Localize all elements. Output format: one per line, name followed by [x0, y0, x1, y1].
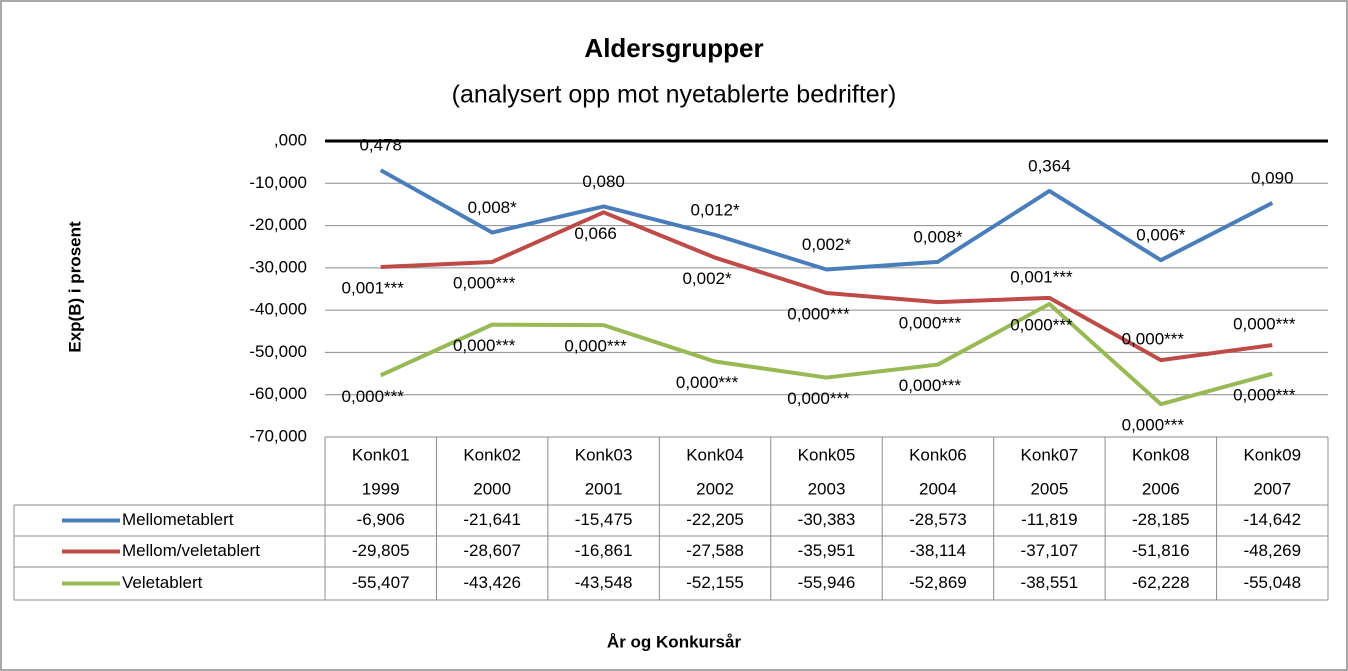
- point-label: 0,000***: [787, 305, 850, 324]
- table-cell: -11,819: [1021, 510, 1077, 529]
- y-axis-label: Exp(B) i prosent: [65, 221, 84, 353]
- table-cell: -43,426: [463, 573, 521, 592]
- table-cell: -51,816: [1132, 541, 1190, 560]
- point-label: 0,008*: [913, 227, 963, 246]
- x-tick-label: Konk02: [463, 445, 521, 464]
- point-label: 0,000***: [564, 337, 627, 356]
- legend-label: Mellom/veletablert: [122, 541, 260, 560]
- point-label: 0,001***: [1010, 267, 1073, 286]
- table-cell: -55,407: [352, 573, 410, 592]
- table-cell: -15,475: [575, 510, 633, 529]
- y-tick-label: ,000: [274, 130, 307, 149]
- y-tick-label: -70,000: [249, 426, 307, 445]
- table-cell: -30,383: [798, 510, 856, 529]
- table-cell: -27,588: [686, 541, 744, 560]
- table-cell: -28,573: [909, 510, 967, 529]
- series-line: [380, 210, 1273, 363]
- point-label: 0,000***: [899, 314, 962, 333]
- chart-title: Aldersgrupper: [584, 33, 763, 63]
- legend-label: Veletablert: [122, 573, 203, 592]
- point-label: 0,001***: [342, 279, 405, 298]
- y-tick-label: -20,000: [249, 215, 307, 234]
- y-tick-label: -60,000: [249, 384, 307, 403]
- point-label: 0,000***: [453, 273, 516, 292]
- table-cell: -55,048: [1243, 573, 1301, 592]
- point-label: 0,000***: [1233, 385, 1296, 404]
- table-cell: -28,607: [463, 541, 521, 560]
- x-tick-label: 1999: [362, 479, 400, 498]
- point-label: 0,080: [582, 172, 625, 191]
- x-tick-label: Konk01: [352, 445, 410, 464]
- series-line: [379, 168, 1274, 272]
- table-cell: -22,205: [686, 510, 744, 529]
- table-cell: -28,185: [1132, 510, 1190, 529]
- table-cell: -43,548: [575, 573, 633, 592]
- table-cell: -62,228: [1132, 573, 1190, 592]
- table-cell: -52,869: [909, 573, 967, 592]
- point-label: 0,000***: [787, 389, 850, 408]
- point-label: 0,000***: [1122, 330, 1185, 349]
- table-cell: -37,107: [1021, 541, 1079, 560]
- table-cell: -6,906: [357, 510, 405, 529]
- x-axis-label: År og Konkursår: [607, 632, 742, 651]
- point-label: 0,000***: [453, 336, 516, 355]
- point-label: 0,002*: [682, 269, 732, 288]
- point-label: 0,000***: [899, 376, 962, 395]
- x-tick-label: 2002: [696, 479, 734, 498]
- point-label: 0,008*: [468, 198, 518, 217]
- point-label: 0,364: [1028, 156, 1071, 175]
- point-label: 0,000***: [1233, 315, 1296, 334]
- x-tick-label: 2006: [1142, 479, 1180, 498]
- table-cell: -52,155: [686, 573, 744, 592]
- table-cell: -14,642: [1243, 510, 1301, 529]
- table-cell: -38,551: [1021, 573, 1079, 592]
- point-label: 0,478: [359, 136, 402, 155]
- y-tick-label: -30,000: [249, 257, 307, 276]
- point-label: 0,066: [574, 224, 617, 243]
- x-tick-label: Konk06: [909, 445, 967, 464]
- point-label: 0,000***: [676, 373, 739, 392]
- point-label: 0,012*: [690, 200, 740, 219]
- point-label: 0,000***: [1122, 416, 1185, 435]
- y-tick-label: -10,000: [249, 173, 307, 192]
- legend-label: Mellometablert: [122, 510, 234, 529]
- x-tick-label: Konk04: [686, 445, 744, 464]
- x-tick-label: Konk07: [1021, 445, 1079, 464]
- point-label: 0,000***: [1010, 316, 1073, 335]
- y-tick-label: -40,000: [249, 300, 307, 319]
- x-tick-label: Konk08: [1132, 445, 1190, 464]
- x-tick-label: Konk05: [798, 445, 856, 464]
- point-label: 0,000***: [342, 387, 405, 406]
- x-tick-label: Konk03: [575, 445, 633, 464]
- x-tick-label: 2004: [919, 479, 957, 498]
- x-tick-label: 2000: [473, 479, 511, 498]
- series-line: [379, 302, 1273, 407]
- table-cell: -21,641: [463, 510, 521, 529]
- table-cell: -38,114: [910, 541, 966, 560]
- x-tick-label: 2005: [1030, 479, 1068, 498]
- x-tick-label: 2003: [808, 479, 846, 498]
- x-tick-label: 2007: [1253, 479, 1291, 498]
- x-tick-label: 2001: [585, 479, 623, 498]
- table-cell: -48,269: [1243, 541, 1301, 560]
- y-tick-label: -50,000: [249, 342, 307, 361]
- point-label: 0,002*: [802, 235, 852, 254]
- table-cell: -16,861: [575, 541, 633, 560]
- table-cell: -55,946: [798, 573, 856, 592]
- table-cell: -35,951: [798, 541, 856, 560]
- chart-subtitle: (analysert opp mot nyetablerte bedrifter…: [452, 81, 897, 109]
- point-label: 0,006*: [1136, 226, 1186, 245]
- point-label: 0,090: [1251, 168, 1294, 187]
- table-cell: -29,805: [352, 541, 410, 560]
- x-tick-label: Konk09: [1243, 445, 1301, 464]
